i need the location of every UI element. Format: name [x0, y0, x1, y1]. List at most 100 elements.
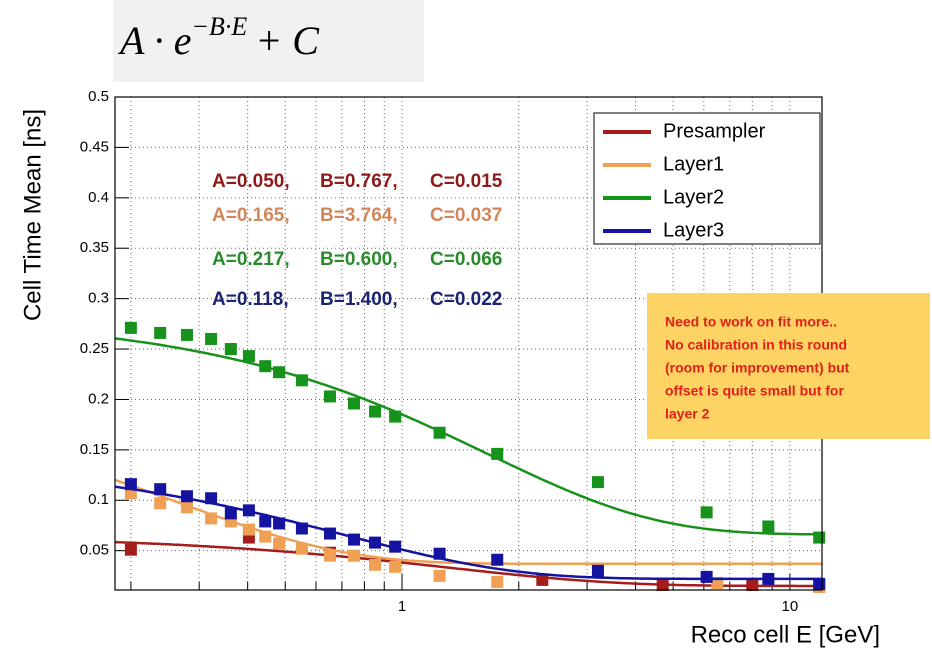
data-point: [389, 540, 402, 553]
data-point: [273, 366, 286, 379]
note-box: [647, 293, 930, 439]
y-tick-label: 0.45: [80, 138, 109, 155]
fit-parameter-label: B=3.764,: [320, 205, 398, 226]
data-point: [591, 564, 604, 577]
data-point: [347, 397, 360, 410]
data-point: [154, 497, 167, 510]
data-point: [369, 405, 382, 418]
formula-tail: + C: [255, 18, 320, 63]
data-point: [242, 504, 255, 517]
data-point: [389, 410, 402, 423]
data-point: [242, 523, 255, 536]
data-point: [273, 517, 286, 530]
y-tick-label: 0.4: [88, 189, 109, 206]
note-line: offset is quite small but for: [665, 383, 844, 399]
note-line: No calibration in this round: [665, 337, 847, 353]
data-point: [323, 549, 336, 562]
fit-curve: [114, 337, 822, 536]
y-tick-label: 0.35: [80, 239, 109, 256]
fit-parameter-label: C=0.066: [430, 249, 502, 270]
data-point: [347, 549, 360, 562]
data-point: [295, 374, 308, 387]
x-tick-label: 10: [782, 598, 799, 615]
data-point: [347, 533, 360, 546]
fit-parameter-label: B=1.400,: [320, 289, 398, 310]
data-point: [224, 507, 237, 520]
data-point: [180, 328, 193, 341]
legend-label: Layer3: [663, 219, 724, 241]
data-point: [323, 390, 336, 403]
fit-curve: [114, 540, 822, 588]
data-point: [323, 527, 336, 540]
data-point: [180, 490, 193, 503]
data-point: [259, 530, 272, 543]
data-point: [813, 531, 826, 544]
data-point: [124, 321, 137, 334]
data-point: [746, 578, 759, 591]
x-axis-label: Reco cell E [GeV]: [691, 621, 880, 648]
data-point: [295, 522, 308, 535]
data-point: [762, 520, 775, 533]
data-point: [813, 577, 826, 590]
note-line: (room for improvement) but: [665, 360, 850, 376]
data-point: [273, 537, 286, 550]
data-point: [433, 547, 446, 560]
data-point: [154, 483, 167, 496]
x-tick-label: 1: [398, 598, 406, 615]
note-line: layer 2: [665, 406, 710, 422]
data-point: [536, 573, 549, 586]
data-point: [389, 560, 402, 573]
data-point: [433, 569, 446, 582]
data-point: [491, 447, 504, 460]
data-point: [369, 558, 382, 571]
data-point: [491, 575, 504, 588]
data-point: [656, 578, 669, 591]
data-point: [242, 350, 255, 363]
y-tick-label: 0.2: [88, 390, 109, 407]
formula-exponent: −B·E: [191, 12, 247, 41]
data-point: [591, 476, 604, 489]
data-point: [205, 512, 218, 525]
formula-box: [113, 0, 424, 82]
fit-parameter-label: C=0.022: [430, 289, 502, 310]
y-tick-label: 0.3: [88, 290, 109, 307]
data-point: [700, 570, 713, 583]
data-point: [491, 553, 504, 566]
y-tick-label: 0.15: [80, 441, 109, 458]
data-point: [295, 542, 308, 555]
formula: A · e−B·E + C: [117, 12, 320, 63]
y-tick-label: 0.1: [88, 491, 109, 508]
fit-parameter-label: C=0.015: [430, 171, 503, 192]
data-point: [205, 492, 218, 505]
fit-parameter-label: A=0.217,: [212, 249, 290, 270]
data-point: [205, 332, 218, 345]
data-point: [369, 536, 382, 549]
legend-label: Layer2: [663, 186, 724, 208]
data-point: [154, 326, 167, 339]
legend-label: Layer1: [663, 153, 724, 175]
fit-parameter-label: C=0.037: [430, 205, 502, 226]
data-point: [124, 487, 137, 500]
legend-label: Presampler: [663, 120, 766, 142]
y-tick-label: 0.25: [80, 340, 109, 357]
fit-parameter-label: A=0.165,: [212, 205, 290, 226]
data-point: [259, 515, 272, 528]
data-point: [124, 478, 137, 491]
fit-parameter-label: A=0.050,: [212, 171, 290, 192]
y-tick-label: 0.05: [80, 542, 109, 559]
data-point: [124, 543, 137, 556]
fit-parameter-label: A=0.118,: [212, 289, 289, 310]
y-axis-label: Cell Time Mean [ns]: [19, 109, 46, 321]
data-point: [433, 426, 446, 439]
data-point: [700, 506, 713, 519]
note-line: Need to work on fit more..: [665, 314, 837, 330]
fit-parameter-label: B=0.767,: [320, 171, 398, 192]
data-point: [224, 343, 237, 356]
legend-box: [593, 112, 821, 245]
data-point: [762, 572, 775, 585]
fit-parameter-label: B=0.600,: [320, 249, 398, 270]
data-point: [259, 360, 272, 373]
formula-base: A · e: [117, 18, 191, 63]
y-tick-label: 0.5: [88, 88, 109, 105]
